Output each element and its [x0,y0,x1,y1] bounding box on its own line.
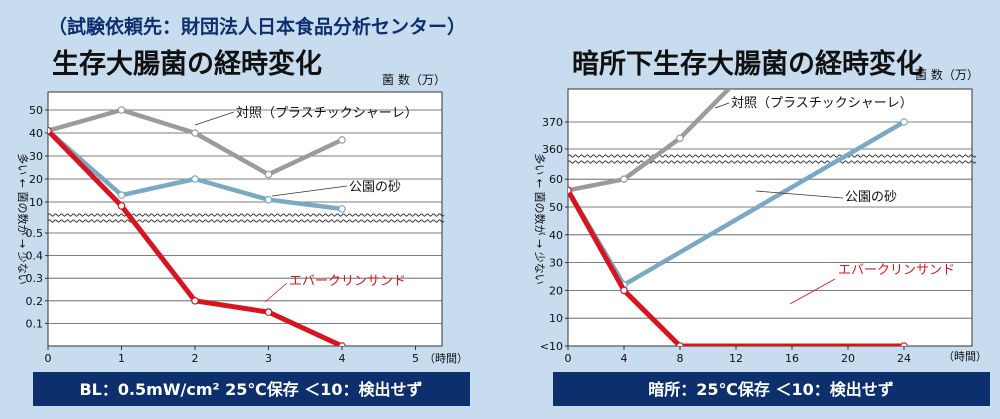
footer-bar-left [33,372,470,406]
series-point-everclean [264,308,273,316]
y-tick-label: 40 [29,127,43,140]
x-tick-label: 2 [192,352,199,365]
legend-label-everclean: エバークリンサンド [838,263,955,278]
legend-label-everclean: エバークリンサンド [289,274,406,289]
series-line-everclean [568,189,904,346]
y-unit-right: 菌 数（万） [915,67,979,82]
series-point-everclean [117,202,126,210]
series-point-park-sand [338,205,346,213]
y-tick-label: 0.5 [26,227,44,240]
series-line-control [568,89,732,193]
axis-break-wave [47,219,445,223]
series-point-control [620,175,628,184]
x-unit-right: （時間） [943,350,987,363]
series-point-park-sand [900,118,908,126]
y-tick-label: 0.2 [26,295,44,308]
y-unit-left: 菌 数（万） [382,72,446,87]
footer-left: BL：0.5mW/cm² 25℃保存 ＜10：検出せず [79,380,422,399]
footer-bar-right [553,372,990,406]
series-point-everclean [900,342,908,346]
x-tick-label: 8 [677,352,684,365]
axis-break-wave [47,213,445,217]
plot-area [567,88,973,347]
y-tick-label: 10 [549,312,563,325]
series-point-everclean [676,342,684,346]
x-tick-label: 20 [841,352,855,365]
y-tick-label: 30 [549,257,563,270]
axis-break-wave [567,154,977,158]
y-tick-label: 40 [549,229,563,242]
chart-title-right: 暗所下生存大腸菌の経時変化 [572,48,923,80]
y-tick-label: 0.1 [26,317,44,330]
axis-break-band [48,214,442,222]
legend-leader-park-sand [755,190,844,199]
axis-break-band [568,155,972,163]
series-point-control [338,136,346,144]
x-tick-label: 5 [412,352,419,365]
series-point-everclean [338,342,346,346]
x-unit-left: （時間） [424,352,468,365]
legend-label-control: 対照（プラスチックシャーレ） [731,96,913,111]
source-note: （試験依頼先：財団法人日本食品分析センター） [48,15,466,38]
plot-left: 50 40 30 20 10 0.5 0.4 0.3 0.2 0.1 0 1 2 3 4 5 対照（プラスチック… [26,91,445,365]
series-point-control [264,170,273,179]
chart-title-left: 生存大腸菌の経時変化 [52,48,322,80]
y-tick-label: 0.3 [26,272,44,285]
x-tick-label: 4 [621,352,628,365]
x-tick-label: 1 [118,352,125,365]
series-point-park-sand [191,175,199,183]
series-point-control [676,134,684,143]
x-tick-label: 16 [785,352,799,365]
series-point-everclean [191,296,199,305]
series-point-everclean [620,286,628,295]
axis-break-wave [567,160,977,164]
x-tick-label: 3 [265,352,272,365]
y-tick-label: 20 [29,173,43,186]
series-point-control [117,106,126,114]
y-tick-label: 50 [29,104,43,117]
y-tick-label: 360 [542,143,563,156]
legend-label-park-sand: 公園の砂 [349,180,401,195]
x-tick-label: 4 [339,352,346,365]
y-side-label-right: 多い ← 菌の数が → 少ない [533,153,547,284]
series-point-everclean [568,186,572,195]
legend-label-park-sand: 公園の砂 [845,190,897,205]
x-tick-label: 0 [45,352,52,365]
y-tick-label: 0.4 [26,250,44,263]
legend-leader-park-sand [271,185,348,197]
series-point-park-sand [117,191,126,199]
y-tick-label: 20 [549,284,563,297]
y-tick-label: 60 [549,173,563,186]
y-tick-label: 10 [29,196,43,209]
footer-right: 暗所：25℃保存 ＜10：検出せず [648,380,893,399]
legend-label-control: 対照（プラスチックシャーレ） [236,106,418,121]
legend-leader-control [714,102,730,109]
plot-right: 370 360 60 50 40 30 20 10 <100 4 8 12 16 20 24 対照（プラスチッ… [540,88,977,365]
y-tick-label: 370 [542,116,563,129]
series-layer [568,89,908,346]
x-tick-label: 0 [565,352,572,365]
series-point-control [191,129,199,137]
series-layer [48,106,346,346]
legend-leader-control [194,111,235,126]
y-side-label-left: 多い ← 菌の数が → 少ない [16,153,30,284]
x-tick-label: 24 [897,352,911,365]
y-tick-label: 30 [29,150,43,163]
y-tick-label: <10 [540,340,563,353]
legend-leader-everclean [264,282,288,303]
y-tick-label: 50 [549,201,563,214]
legend-leader-everclean [789,278,836,305]
series-point-park-sand [264,195,273,204]
series-point-everclean [48,126,52,135]
x-tick-label: 12 [729,352,743,365]
